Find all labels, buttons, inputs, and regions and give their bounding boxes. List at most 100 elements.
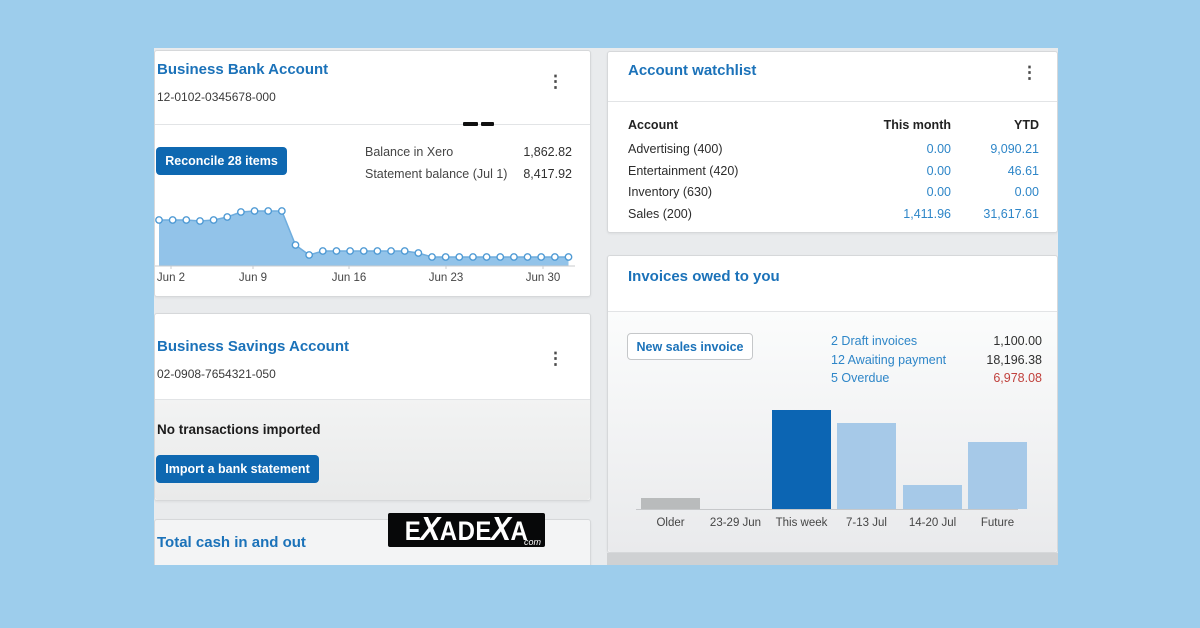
invoice-summary-link[interactable]: 5 Overdue: [831, 371, 890, 385]
watchlist-account[interactable]: Sales (200): [628, 206, 692, 221]
x-axis-label: Jun 16: [331, 272, 367, 284]
watchlist-this-month[interactable]: 0.00: [926, 163, 951, 178]
x-axis-label: Jun 2: [156, 272, 186, 284]
invoices-card-body: New sales invoice 2 Draft invoices 1,100.…: [608, 312, 1057, 552]
savings-account-number: 02-0908-7654321-050: [157, 367, 276, 381]
sparkline-dot: [455, 253, 464, 261]
watchlist-kebab-menu-icon[interactable]: ⋮: [1021, 63, 1038, 82]
sparkline-dot: [182, 216, 191, 224]
savings-account-kebab-menu-icon[interactable]: ⋮: [547, 349, 564, 368]
card-account-watchlist: Account watchlist ⋮ Account This month YTD…: [607, 51, 1058, 233]
watchlist-row[interactable]: Advertising (400) 0.00 9,090.21: [628, 142, 1039, 164]
sparkline-dot: [373, 247, 382, 255]
card-business-savings-account: Business Savings Account ⋮ 02-0908-76543…: [154, 313, 591, 501]
savings-card-body: No transactions imported Import a bank s…: [155, 400, 590, 500]
watchlist-account[interactable]: Advertising (400): [628, 142, 723, 156]
watchlist-this-month[interactable]: 0.00: [926, 142, 951, 156]
video-artifact-mark: [463, 122, 478, 126]
invoice-bar-older: [641, 498, 700, 509]
watchlist-ytd[interactable]: 9,090.21: [990, 142, 1039, 156]
balance-row: Statement balance (Jul 1) 8,417.92: [365, 167, 572, 189]
import-bank-statement-button[interactable]: Import a bank statement: [156, 455, 319, 483]
invoice-summary-amount: 1,100.00: [993, 334, 1042, 348]
balance-value: 8,417.92: [523, 167, 572, 181]
card-header-divider: [608, 101, 1057, 102]
bank-account-kebab-menu-icon[interactable]: ⋮: [547, 72, 564, 91]
watchlist-row[interactable]: Entertainment (420) 0.00 46.61: [628, 164, 1039, 186]
watermark-letter: E: [404, 516, 422, 547]
invoice-bar-this-week: [772, 410, 831, 509]
watchlist-row[interactable]: Sales (200) 1,411.96 31,617.61: [628, 207, 1039, 229]
watchlist-row[interactable]: Inventory (630) 0.00 0.00: [628, 185, 1039, 207]
bar-category-label: 7-13 Jul: [846, 517, 887, 529]
invoice-summary: 2 Draft invoices 1,100.00 12 Awaiting paym…: [831, 334, 1042, 390]
sparkline-dot: [291, 241, 300, 249]
watchlist-table: Account This month YTD Advertising (400) 0.0…: [628, 118, 1039, 228]
sparkline-dot: [209, 216, 218, 224]
x-axis-label: Jun 30: [525, 272, 561, 284]
sparkline-dot: [250, 207, 259, 215]
x-axis-label: Jun 9: [238, 272, 268, 284]
watchlist-title[interactable]: Account watchlist: [628, 62, 757, 79]
x-axis-label: Jun 23: [428, 272, 464, 284]
sparkline-dot: [237, 208, 245, 216]
invoices-title[interactable]: Invoices owed to you: [628, 268, 780, 285]
invoices-bar-chart: [608, 312, 1057, 552]
savings-account-title[interactable]: Business Savings Account: [157, 338, 349, 355]
watermark-stylized-x: X: [420, 510, 441, 548]
bank-chart-x-labels: Jun 2 Jun 9 Jun 16 Jun 23 Jun 30: [155, 272, 592, 288]
bank-balance-chart: [155, 201, 592, 270]
watchlist-header-row: Account This month YTD: [628, 118, 1039, 132]
watchlist-account[interactable]: Entertainment (420): [628, 163, 739, 178]
sparkline-dot: [400, 247, 409, 255]
balance-label: Balance in Xero: [365, 145, 454, 159]
bar-category-label: 14-20 Jul: [908, 517, 957, 529]
sparkline-dot: [196, 217, 204, 225]
sparkline-dot: [264, 207, 273, 215]
watchlist-this-month[interactable]: 1,411.96: [903, 206, 951, 221]
watchlist-ytd[interactable]: 0.00: [1014, 185, 1039, 199]
watchlist-ytd[interactable]: 31,617.61: [983, 206, 1039, 221]
watermark-letters: EXADEXA: [405, 513, 529, 547]
reconcile-button[interactable]: Reconcile 28 items: [156, 147, 287, 175]
invoice-summary-row: 2 Draft invoices 1,100.00: [831, 334, 1042, 353]
watchlist-account[interactable]: Inventory (630): [628, 185, 713, 199]
xero-dashboard: Business Bank Account ⋮ 12-0102-0345678-…: [154, 48, 1058, 565]
invoice-summary-amount: 6,978.08: [993, 371, 1042, 385]
invoice-summary-row: 5 Overdue 6,978.08: [831, 371, 1042, 390]
sparkline-dot: [564, 253, 573, 261]
invoice-summary-row: 12 Awaiting payment 18,196.38: [831, 353, 1042, 372]
bank-account-title[interactable]: Business Bank Account: [157, 61, 329, 78]
watermark-stylized-x: X: [490, 510, 512, 548]
new-sales-invoice-button[interactable]: New sales invoice: [627, 333, 753, 360]
watermark-letter: A: [510, 516, 529, 547]
card-business-bank-account: Business Bank Account ⋮ 12-0102-0345678-…: [154, 50, 591, 297]
balance-label: Statement balance (Jul 1): [365, 167, 508, 181]
balance-sparkline-svg: [155, 207, 575, 270]
sparkline-dot: [509, 253, 518, 261]
card-header-divider: [155, 124, 590, 125]
watchlist-ytd[interactable]: 46.61: [1007, 163, 1039, 178]
bar-category-label: Future: [980, 517, 1015, 529]
sparkline-dot: [469, 253, 477, 261]
card-header-divider: [608, 311, 1057, 312]
sparkline-dot: [223, 213, 232, 221]
bar-chart-axis: [636, 509, 1018, 510]
sparkline-dot: [359, 247, 368, 255]
sparkline-dot: [550, 253, 559, 261]
watermark-letter: E: [475, 516, 492, 547]
watchlist-this-month[interactable]: 0.00: [926, 185, 951, 199]
card-header-divider: [155, 399, 590, 400]
invoice-summary-amount: 18,196.38: [986, 352, 1042, 367]
sparkline-dot: [537, 253, 546, 261]
sparkline-dot: [428, 253, 436, 261]
sparkline-dot: [305, 251, 314, 259]
sparkline-dot: [441, 253, 450, 261]
invoice-summary-link[interactable]: 12 Awaiting payment: [831, 352, 947, 367]
sparkline-dot: [496, 253, 505, 261]
sparkline-dot: [346, 247, 355, 255]
total-cash-title[interactable]: Total cash in and out: [157, 534, 306, 551]
card-invoices-owed: Invoices owed to you New sales invoice 2…: [607, 255, 1058, 553]
invoice-summary-link[interactable]: 2 Draft invoices: [831, 334, 918, 348]
bar-category-label: This week: [775, 517, 828, 529]
